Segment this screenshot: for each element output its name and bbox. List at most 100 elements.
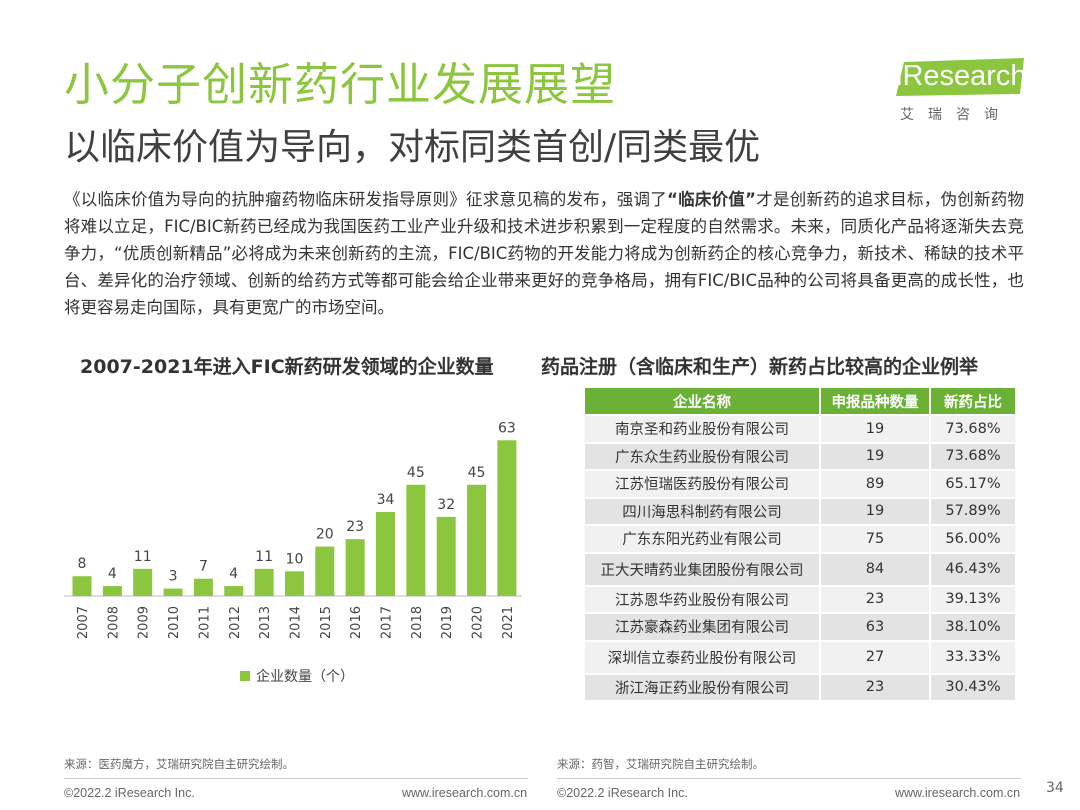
new-drug-ratio-cell: 38.10% bbox=[931, 614, 1017, 640]
x-tick-label-2015: 2015 bbox=[319, 606, 334, 639]
data-label-2008: 4 bbox=[108, 566, 117, 582]
company-name-cell: 广东东阳光药业有限公司 bbox=[585, 526, 821, 552]
application-count-cell: 27 bbox=[821, 641, 931, 673]
x-tick-label-2007: 2007 bbox=[76, 606, 91, 639]
data-label-2021: 63 bbox=[498, 420, 516, 436]
page-title: 小分子创新药行业发展展望 bbox=[64, 58, 617, 111]
data-label-2013: 11 bbox=[255, 549, 273, 565]
intro-emphasis: “临床价值” bbox=[667, 190, 756, 209]
bar-2021 bbox=[497, 440, 517, 596]
data-label-2011: 7 bbox=[199, 559, 208, 575]
bar-2010 bbox=[163, 588, 183, 596]
footer-url-left[interactable]: www.iresearch.com.cn bbox=[402, 786, 528, 800]
table-title: 药品注册（含临床和生产）新药占比较高的企业例举 bbox=[541, 356, 979, 378]
data-label-2009: 11 bbox=[134, 549, 152, 565]
application-count-cell: 19 bbox=[821, 443, 931, 469]
company-name-cell: 江苏恩华药业股份有限公司 bbox=[585, 586, 821, 612]
x-tick-label-2019: 2019 bbox=[440, 606, 455, 639]
logo-subtitle: 艾瑞咨询 bbox=[900, 107, 1012, 123]
data-label-2007: 8 bbox=[78, 556, 87, 572]
bar-2007 bbox=[72, 576, 92, 596]
x-tick-label-2008: 2008 bbox=[106, 606, 121, 639]
footer-url-right[interactable]: www.iresearch.com.cn bbox=[895, 786, 1021, 800]
company-name-cell: 浙江海正药业股份有限公司 bbox=[585, 674, 821, 700]
table-header-company: 企业名称 bbox=[585, 388, 821, 414]
table-row: 广东众生药业股份有限公司 19 73.68% bbox=[585, 443, 1017, 469]
company-table: 企业名称 申报品种数量 新药占比 南京圣和药业股份有限公司 19 73.68% … bbox=[585, 386, 1017, 702]
new-drug-ratio-cell: 73.68% bbox=[931, 443, 1017, 469]
data-label-2016: 23 bbox=[346, 519, 364, 535]
bar-2017 bbox=[376, 511, 395, 596]
table-row: 江苏恒瑞医药股份有限公司 89 65.17% bbox=[585, 471, 1017, 497]
data-label-2015: 20 bbox=[316, 527, 334, 543]
application-count-cell: 89 bbox=[821, 471, 931, 497]
company-name-cell: 江苏豪森药业集团有限公司 bbox=[585, 614, 821, 640]
application-count-cell: 75 bbox=[821, 526, 931, 552]
bar-2008 bbox=[102, 586, 122, 596]
x-tick-label-2014: 2014 bbox=[288, 606, 303, 639]
x-tick-label-2020: 2020 bbox=[471, 606, 486, 639]
application-count-cell: 23 bbox=[821, 674, 931, 700]
bar-2020 bbox=[467, 484, 487, 596]
bar-2019 bbox=[436, 516, 456, 596]
x-tick-label-2009: 2009 bbox=[137, 606, 152, 639]
intro-paragraph: 《以临床价值为导向的抗肿瘤药物临床研发指导原则》征求意见稿的发布，强调了“临床价… bbox=[64, 186, 1024, 321]
table-row: 正大天晴药业集团股份有限公司 84 46.43% bbox=[585, 553, 1017, 585]
x-tick-label-2018: 2018 bbox=[410, 606, 425, 639]
company-name-cell: 广东众生药业股份有限公司 bbox=[585, 443, 821, 469]
table-row: 广东东阳光药业有限公司 75 56.00% bbox=[585, 526, 1017, 552]
logo-text: iResearch bbox=[896, 60, 1027, 92]
x-tick-label-2010: 2010 bbox=[167, 606, 182, 639]
x-tick-label-2012: 2012 bbox=[228, 606, 243, 639]
new-drug-ratio-cell: 33.33% bbox=[931, 641, 1017, 673]
application-count-cell: 19 bbox=[821, 416, 931, 442]
legend-label: 企业数量（个） bbox=[256, 669, 354, 685]
x-tick-label-2016: 2016 bbox=[349, 606, 364, 639]
company-name-cell: 正大天晴药业集团股份有限公司 bbox=[585, 553, 821, 585]
table-row: 江苏豪森药业集团有限公司 63 38.10% bbox=[585, 614, 1017, 640]
chart-source-note: 来源：医药魔方，艾瑞研究院自主研究绘制。 bbox=[64, 757, 294, 771]
new-drug-ratio-cell: 39.13% bbox=[931, 586, 1017, 612]
new-drug-ratio-cell: 65.17% bbox=[931, 471, 1017, 497]
table-row: 南京圣和药业股份有限公司 19 73.68% bbox=[585, 416, 1017, 442]
data-label-2018: 45 bbox=[407, 465, 425, 481]
x-tick-label-2013: 2013 bbox=[258, 606, 273, 639]
x-tick-label-2021: 2021 bbox=[501, 606, 516, 639]
table-row: 江苏恩华药业股份有限公司 23 39.13% bbox=[585, 586, 1017, 612]
new-drug-ratio-cell: 30.43% bbox=[931, 674, 1017, 700]
table-header-ratio: 新药占比 bbox=[931, 388, 1017, 414]
data-label-2014: 10 bbox=[286, 551, 304, 567]
bar-2016 bbox=[345, 539, 365, 596]
intro-text-part2: 才是创新药的追求目标，伪创新药物将难以立足，FIC/BIC新药已经成为我国医药工… bbox=[64, 190, 1024, 317]
iresearch-logo: iResearch 艾瑞咨询 bbox=[890, 58, 1040, 128]
company-name-cell: 南京圣和药业股份有限公司 bbox=[585, 416, 821, 442]
table-source-note: 来源：药智，艾瑞研究院自主研究绘制。 bbox=[557, 757, 764, 771]
bar-2013 bbox=[254, 568, 274, 596]
bar-2011 bbox=[193, 578, 213, 596]
page-subtitle: 以临床价值为导向，对标同类首创/同类最优 bbox=[64, 127, 761, 168]
application-count-cell: 23 bbox=[821, 586, 931, 612]
chart-legend: 企业数量（个） bbox=[240, 666, 354, 686]
application-count-cell: 63 bbox=[821, 614, 931, 640]
data-label-2017: 34 bbox=[377, 492, 395, 508]
data-label-2019: 32 bbox=[437, 497, 455, 513]
table-header-count: 申报品种数量 bbox=[821, 388, 931, 414]
new-drug-ratio-cell: 57.89% bbox=[931, 498, 1017, 524]
footer-divider-left bbox=[64, 778, 528, 779]
intro-text-part1: 《以临床价值为导向的抗肿瘤药物临床研发指导原则》征求意见稿的发布，强调了 bbox=[64, 190, 668, 209]
footer-copyright-right: ©2022.2 iResearch Inc. bbox=[557, 786, 688, 800]
footer-divider-right bbox=[557, 778, 1021, 779]
bar-2014 bbox=[284, 571, 304, 596]
table-row: 浙江海正药业股份有限公司 23 30.43% bbox=[585, 674, 1017, 700]
data-label-2020: 45 bbox=[468, 465, 486, 481]
table-row: 深圳信立泰药业股份有限公司 27 33.33% bbox=[585, 641, 1017, 673]
data-label-2010: 3 bbox=[169, 569, 178, 585]
page-number: 34 bbox=[1046, 780, 1064, 796]
logo-background-shape bbox=[896, 58, 1024, 96]
new-drug-ratio-cell: 56.00% bbox=[931, 526, 1017, 552]
bar-2012 bbox=[224, 586, 244, 596]
new-drug-ratio-cell: 46.43% bbox=[931, 553, 1017, 585]
fic-company-count-bar-chart: 8 2007 4 2008 11 2009 3 2010 7 2011 4 2012 11 2013 10 2… bbox=[64, 420, 522, 639]
legend-swatch bbox=[240, 671, 250, 681]
bar-2015 bbox=[315, 546, 335, 596]
